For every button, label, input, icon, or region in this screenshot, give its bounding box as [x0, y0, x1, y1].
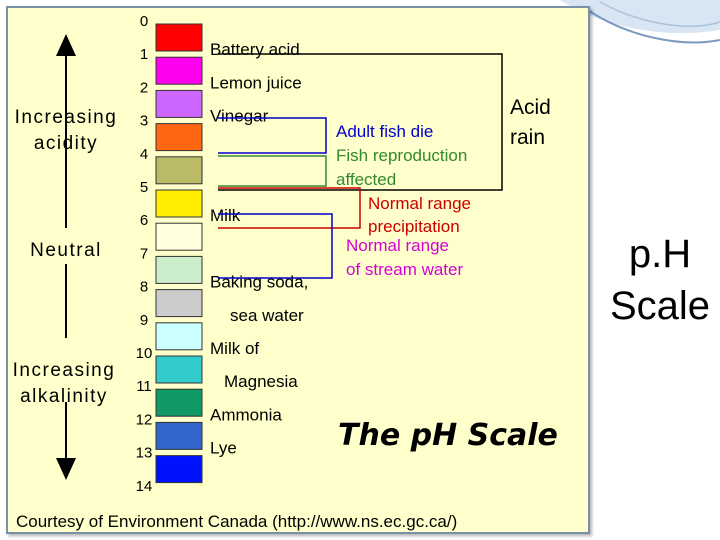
slide-swoosh — [560, 0, 720, 34]
ph-number-14: 14 — [136, 478, 153, 495]
ph-swatch-8 — [155, 289, 203, 318]
fish-reproduction-label-2: affected — [336, 170, 396, 189]
fish-reproduction-label-1: Fish reproduction — [336, 146, 467, 165]
stream-water-label-1: Normal range — [346, 236, 449, 255]
ph-color-swatches — [155, 23, 203, 484]
slide-title-line-2: Scale — [609, 284, 711, 328]
ph-swatch-11 — [155, 388, 203, 417]
substance-labels: Battery acid Lemon juice Vinegar Milk Baking… — [210, 40, 308, 457]
ph-swatch-5 — [155, 189, 203, 218]
slide-title: p.H Scale — [604, 228, 716, 332]
ph-swatch-0 — [155, 23, 203, 52]
ph-number-10: 10 — [136, 345, 153, 362]
ph-number-11: 11 — [136, 378, 152, 395]
ph-number-12: 12 — [136, 411, 153, 428]
credit-line: Courtesy of Environment Canada (http://w… — [16, 512, 457, 531]
ph-swatch-13 — [155, 455, 203, 484]
neutral-label: Neutral — [30, 240, 102, 261]
ph-scale-figure: Increasing acidity Neutral Increasing al… — [6, 6, 590, 534]
adult-fish-die-label: Adult fish die — [336, 122, 433, 141]
acid-rain-label-1: Acid — [510, 96, 551, 119]
ph-number-8: 8 — [140, 279, 148, 296]
increasing-alkalinity-label-2: alkalinity — [20, 386, 108, 407]
ph-number-7: 7 — [140, 245, 148, 262]
substance-label-9: Lye — [210, 439, 237, 458]
ph-swatch-4 — [155, 156, 203, 185]
substance-label-8: Ammonia — [210, 405, 282, 424]
ph-number-0: 0 — [140, 13, 148, 30]
substance-label-4: Baking soda, — [210, 273, 308, 292]
ph-swatch-7 — [155, 255, 203, 284]
substance-label-2: Vinegar — [210, 107, 269, 126]
acid-rain-label-2: rain — [510, 126, 545, 149]
ph-swatch-12 — [155, 421, 203, 450]
ph-number-4: 4 — [140, 146, 148, 163]
ph-swatch-1 — [155, 56, 203, 85]
ph-scale-diagram: Increasing acidity Neutral Increasing al… — [13, 13, 558, 531]
ph-number-9: 9 — [140, 312, 148, 329]
increasing-acidity-label-1: Increasing — [15, 107, 118, 128]
adult-fish-die-bracket — [218, 117, 327, 154]
ph-number-6: 6 — [140, 212, 148, 229]
ph-scale-title: The pH Scale — [338, 418, 558, 453]
bracket-lines — [218, 53, 503, 279]
precipitation-label-1: Normal range — [368, 194, 471, 213]
slide-swoosh-line — [584, 7, 720, 44]
increasing-alkalinity-label-1: Increasing — [13, 360, 116, 381]
axis-arrow — [56, 34, 76, 480]
ph-number-5: 5 — [140, 179, 148, 196]
precipitation-bracket — [218, 187, 361, 229]
substance-label-0: Battery acid — [210, 40, 300, 59]
slide-title-line-1: p.H — [628, 232, 692, 276]
substance-label-3: Milk — [210, 206, 241, 225]
increasing-acidity-label-2: acidity — [34, 133, 98, 154]
stream-water-label-2: of stream water — [346, 260, 463, 279]
substance-label-5: sea water — [230, 306, 304, 325]
substance-label-7: Magnesia — [224, 372, 298, 391]
substance-label-1: Lemon juice — [210, 73, 302, 92]
ph-swatch-6 — [155, 222, 203, 251]
ph-number-2: 2 — [140, 79, 148, 96]
ph-number-13: 13 — [136, 445, 153, 462]
precipitation-label-2: precipitation — [368, 217, 460, 236]
stream-water-bracket — [218, 213, 333, 279]
ph-swatch-9 — [155, 322, 203, 351]
ph-number-1: 1 — [140, 46, 148, 63]
fish-reproduction-bracket — [218, 155, 327, 187]
ph-number-3: 3 — [140, 113, 148, 130]
ph-swatch-3 — [155, 123, 203, 152]
ph-swatch-2 — [155, 89, 203, 118]
substance-label-6: Milk of — [210, 339, 259, 358]
ph-swatch-10 — [155, 355, 203, 384]
